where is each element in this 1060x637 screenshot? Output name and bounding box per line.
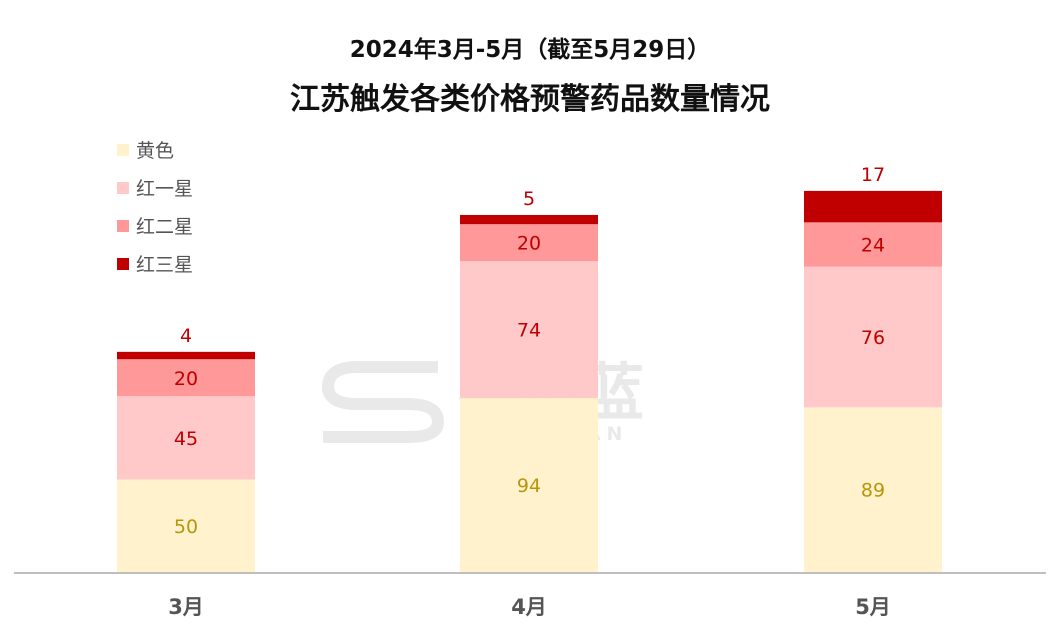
legend-label: 红一星 (136, 178, 193, 200)
x-tick-label: 3月 (168, 595, 204, 619)
bar-segment-红三星-4月 (460, 214, 598, 225)
data-label: 94 (517, 475, 541, 497)
legend-label: 黄色 (136, 140, 174, 162)
chart-subtitle: 江苏触发各类价格预警药品数量情况 (290, 82, 770, 117)
data-label: 17 (861, 164, 885, 186)
data-label: 20 (517, 233, 541, 255)
data-label: 45 (174, 428, 198, 450)
bar-segment-红一星-5月 (804, 266, 942, 408)
legend-label: 红三星 (136, 254, 193, 276)
data-label: 74 (517, 320, 541, 342)
bar-segment-黄色-3月 (117, 479, 255, 572)
data-label: 5 (523, 188, 535, 210)
legend-swatch (117, 182, 129, 194)
data-label: 4 (180, 325, 192, 347)
data-label: 24 (861, 235, 885, 257)
chart-title: 2024年3月-5月（截至5月29日） (349, 37, 711, 63)
bar-segment-红二星-3月 (117, 359, 255, 397)
bar-segment-红二星-5月 (804, 222, 942, 267)
bar-segment-红二星-4月 (460, 224, 598, 262)
data-label: 20 (174, 368, 198, 390)
legend-label: 红二星 (136, 216, 193, 238)
bar-segment-红三星-3月 (117, 351, 255, 360)
data-label: 76 (861, 327, 885, 349)
bar-segment-黄色-5月 (804, 407, 942, 572)
data-label: 89 (861, 480, 885, 502)
legend-swatch (117, 220, 129, 232)
bar-segment-红一星-3月 (117, 396, 255, 480)
x-tick-label: 4月 (511, 595, 547, 619)
x-tick-label: 5月 (855, 595, 891, 619)
data-label: 50 (174, 516, 198, 538)
bar-segment-红三星-5月 (804, 190, 942, 223)
legend-swatch (117, 144, 129, 156)
bar-segment-红一星-4月 (460, 261, 598, 399)
bar-segment-黄色-4月 (460, 398, 598, 572)
legend-swatch (117, 258, 129, 270)
